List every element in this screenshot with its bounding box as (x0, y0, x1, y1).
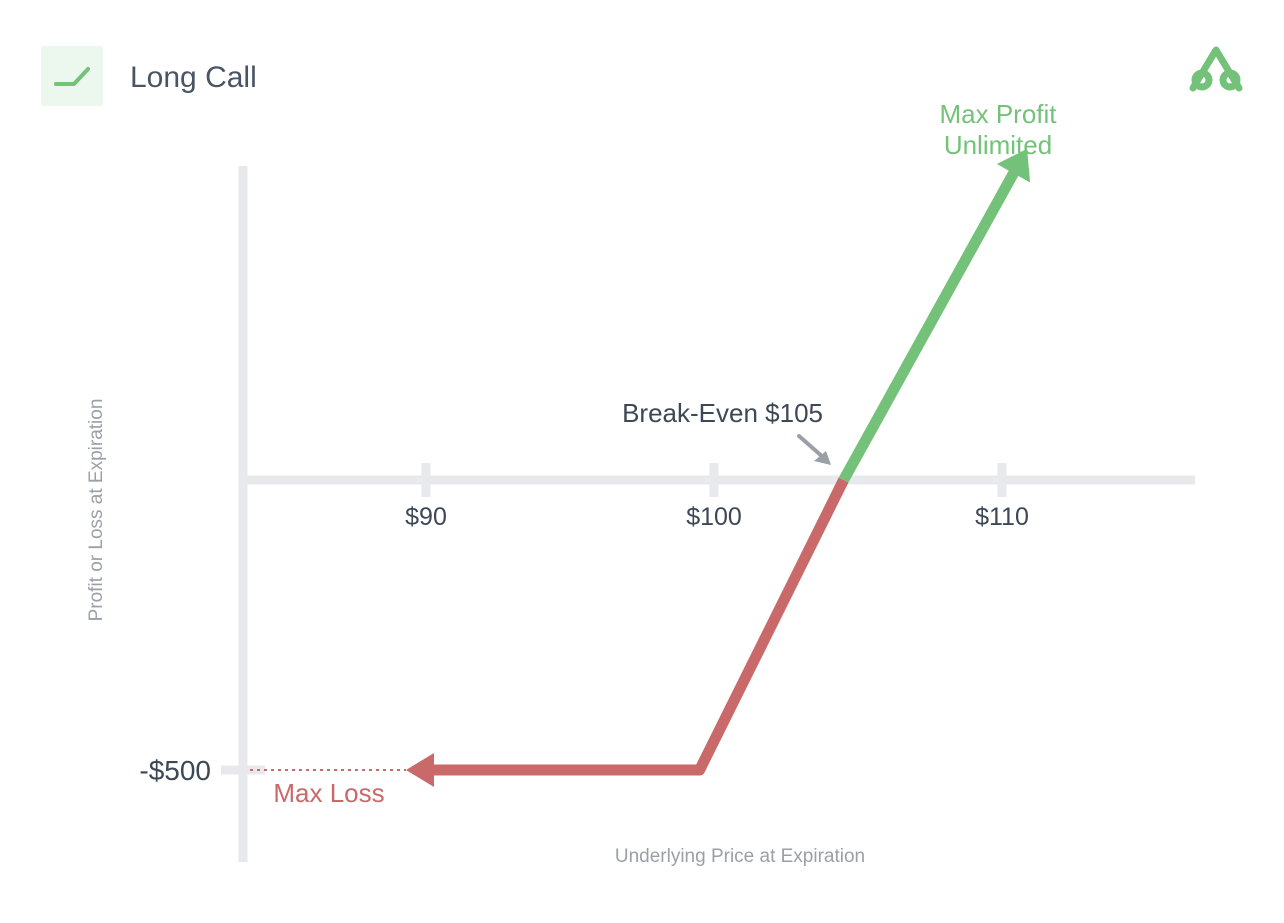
break-even-pointer-icon (797, 434, 831, 465)
long-call-payoff-icon (54, 67, 90, 86)
break-even-label: Break-Even $105 (622, 398, 823, 428)
x-axis-title: Underlying Price at Expiration (615, 846, 865, 867)
profit-series-line (838, 165, 1022, 483)
annotations: Break-Even $105 Max Profit Unlimited Max… (273, 99, 1057, 808)
max-loss-label: Max Loss (273, 778, 384, 808)
axes: $90 $100 $110 -$500 Underlying Price at Ex… (86, 166, 1195, 867)
x-tick-label: $100 (686, 503, 742, 531)
x-tick-label: $110 (975, 503, 1029, 531)
x-tick-label: $90 (405, 503, 447, 531)
max-profit-label-line1: Max Profit (939, 99, 1057, 129)
strategy-icon-bg (41, 46, 103, 106)
series (250, 148, 1031, 787)
max-profit-label-line2: Unlimited (944, 130, 1052, 160)
max-profit-arrow-icon (996, 148, 1031, 183)
page-title: Long Call (130, 61, 257, 94)
header: Long Call (41, 46, 1243, 106)
y-ticks: -$500 (139, 755, 265, 786)
max-loss-arrow-icon (406, 753, 434, 787)
y-tick-label: -$500 (139, 755, 211, 786)
tastytrade-logo-icon (1189, 46, 1243, 92)
y-axis-title: Profit or Loss at Expiration (86, 399, 107, 622)
x-ticks: $90 $100 $110 (405, 463, 1029, 531)
loss-series-line (426, 477, 849, 776)
